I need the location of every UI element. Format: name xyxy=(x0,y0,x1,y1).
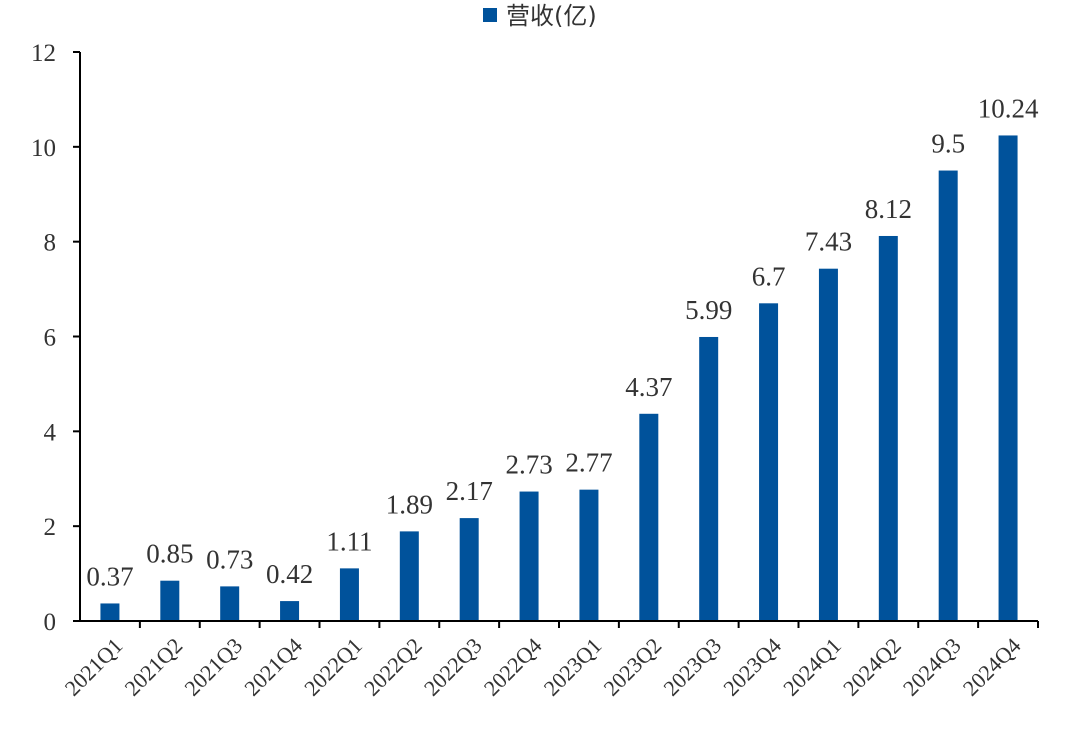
bar-2022Q1 xyxy=(339,568,359,621)
bar-2021Q1 xyxy=(100,603,120,621)
y-tick-label: 0 xyxy=(44,609,57,636)
data-label-2023Q1: 2.77 xyxy=(565,448,612,478)
bar-2022Q3 xyxy=(459,518,479,621)
bar-2021Q2 xyxy=(160,580,180,621)
x-tick-label-2021Q4: 2021Q4 xyxy=(239,633,307,701)
x-tick-label-2023Q3: 2023Q3 xyxy=(658,633,726,701)
y-tick-label: 12 xyxy=(31,40,56,67)
x-tick-label-2023Q1: 2023Q1 xyxy=(539,633,607,701)
legend-label: 营收(亿) xyxy=(506,2,597,30)
y-tick-label: 6 xyxy=(44,325,57,352)
x-tick-label-2021Q2: 2021Q2 xyxy=(120,633,188,701)
data-labels: 0.37 0.85 0.73 0.42 1.11 1.89 2.17 2.73 2.77 4.37… xyxy=(86,93,1039,591)
data-label-2024Q3: 9.5 xyxy=(931,129,965,159)
legend-swatch xyxy=(483,8,497,22)
bar-2024Q3 xyxy=(938,170,958,621)
data-label-2024Q1: 7.43 xyxy=(805,227,852,257)
y-axis-ticks: 0 2 4 6 8 10 12 xyxy=(31,40,80,636)
bar-2021Q3 xyxy=(220,586,240,621)
bar-2022Q4 xyxy=(519,491,539,621)
x-tick-label-2022Q3: 2022Q3 xyxy=(419,633,487,701)
data-label-2021Q2: 0.85 xyxy=(146,539,193,569)
data-label-2022Q4: 2.73 xyxy=(505,450,552,480)
x-axis-labels: 2021Q12021Q22021Q32021Q42022Q12022Q22022… xyxy=(60,621,1039,701)
bar-2024Q4 xyxy=(998,135,1018,621)
x-tick-label-2024Q2: 2024Q2 xyxy=(838,633,906,701)
data-label-2023Q3: 5.99 xyxy=(685,295,732,325)
x-tick-label-2023Q2: 2023Q2 xyxy=(599,633,667,701)
bar-2023Q1 xyxy=(579,489,599,621)
data-label-2023Q2: 4.37 xyxy=(625,372,672,402)
data-label-2021Q1: 0.37 xyxy=(86,561,133,591)
data-label-2022Q1: 1.11 xyxy=(326,526,372,556)
bar-2021Q4 xyxy=(280,601,300,621)
data-label-2021Q3: 0.73 xyxy=(206,544,253,574)
bar-2023Q4 xyxy=(759,303,779,621)
y-tick-label: 2 xyxy=(44,514,57,541)
y-tick-label: 8 xyxy=(44,230,57,257)
x-tick-label-2023Q4: 2023Q4 xyxy=(718,633,786,701)
bar-2024Q2 xyxy=(878,235,898,621)
x-tick-label-2024Q1: 2024Q1 xyxy=(778,633,846,701)
x-tick-label-2021Q1: 2021Q1 xyxy=(60,633,128,701)
data-label-2024Q2: 8.12 xyxy=(865,194,912,224)
x-tick-label-2021Q3: 2021Q3 xyxy=(179,633,247,701)
bar-2022Q2 xyxy=(399,531,419,621)
x-tick-label-2022Q2: 2022Q2 xyxy=(359,633,427,701)
bars xyxy=(100,135,1018,621)
data-label-2022Q2: 1.89 xyxy=(386,489,433,519)
data-label-2023Q4: 6.7 xyxy=(752,261,786,291)
x-tick-label-2022Q1: 2022Q1 xyxy=(299,633,367,701)
y-tick-label: 4 xyxy=(44,419,57,446)
y-tick-label: 10 xyxy=(31,135,56,162)
bar-2024Q1 xyxy=(818,268,838,621)
x-tick-label-2024Q4: 2024Q4 xyxy=(958,633,1026,701)
x-tick-label-2022Q4: 2022Q4 xyxy=(479,633,547,701)
data-label-2021Q4: 0.42 xyxy=(266,559,313,589)
data-label-2024Q4: 10.24 xyxy=(978,93,1039,123)
data-label-2022Q3: 2.17 xyxy=(446,476,493,506)
legend: 营收(亿) xyxy=(483,2,597,30)
x-tick-label-2024Q3: 2024Q3 xyxy=(898,633,966,701)
bar-2023Q2 xyxy=(639,413,659,621)
bar-2023Q3 xyxy=(699,336,719,621)
